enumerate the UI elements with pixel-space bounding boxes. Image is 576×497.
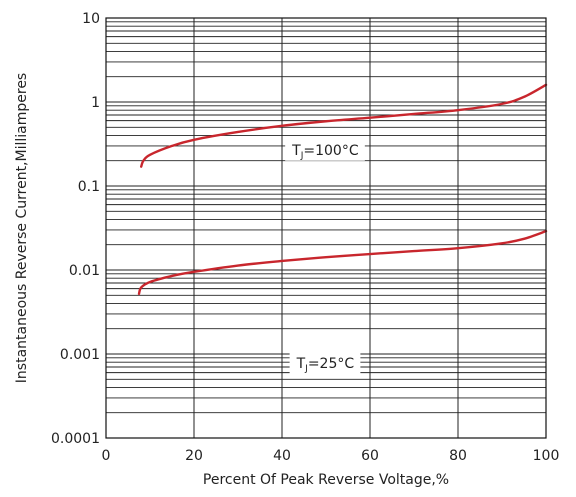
y-tick-label: 0.01 xyxy=(69,263,100,279)
x-tick-label: 40 xyxy=(273,448,291,464)
annotation-value: =25°C xyxy=(308,356,355,372)
annotation-text: TJ=25°C xyxy=(296,356,355,374)
y-tick-label: 10 xyxy=(82,11,100,27)
plot-frame xyxy=(105,17,547,439)
curve-annotations: TJ=100°CTJ=25°C xyxy=(285,138,365,375)
y-tick-label: 0.1 xyxy=(78,179,100,195)
annotation-background xyxy=(289,352,361,375)
data-curves xyxy=(137,83,548,296)
x-tick-label: 80 xyxy=(449,448,467,464)
y-tick-label: 1 xyxy=(91,95,100,111)
grid-lines xyxy=(105,17,547,439)
annotation-background xyxy=(285,138,365,161)
annotation-subscript: J xyxy=(304,364,308,374)
curve-tj-25c xyxy=(137,229,548,296)
x-tick-label: 100 xyxy=(533,448,560,464)
x-tick-labels: 0 20 40 60 80 100 xyxy=(102,448,560,464)
y-tick-label: 0.0001 xyxy=(51,431,100,447)
x-axis-title: Percent Of Peak Reverse Voltage,% xyxy=(203,472,449,488)
annotation-subscript: J xyxy=(300,151,304,161)
y-axis-title: Instantaneous Reverse Current,Milliamper… xyxy=(14,73,30,383)
y-tick-label: 0.001 xyxy=(60,347,100,363)
y-tick-labels: 10 1 0.1 0.01 0.001 0.0001 xyxy=(51,11,100,447)
annotation-tj-100c: TJ=100°C xyxy=(285,138,365,161)
x-tick-label: 0 xyxy=(102,448,111,464)
annotation-value: =100°C xyxy=(303,143,358,159)
x-tick-label: 20 xyxy=(185,448,203,464)
annotation-symbol: T xyxy=(291,143,301,159)
x-tick-label: 60 xyxy=(361,448,379,464)
annotation-tj-25c: TJ=25°C xyxy=(289,352,361,375)
annotation-symbol: T xyxy=(296,356,306,372)
annotation-text: TJ=100°C xyxy=(291,143,359,161)
curve-tj-100c xyxy=(140,83,548,168)
